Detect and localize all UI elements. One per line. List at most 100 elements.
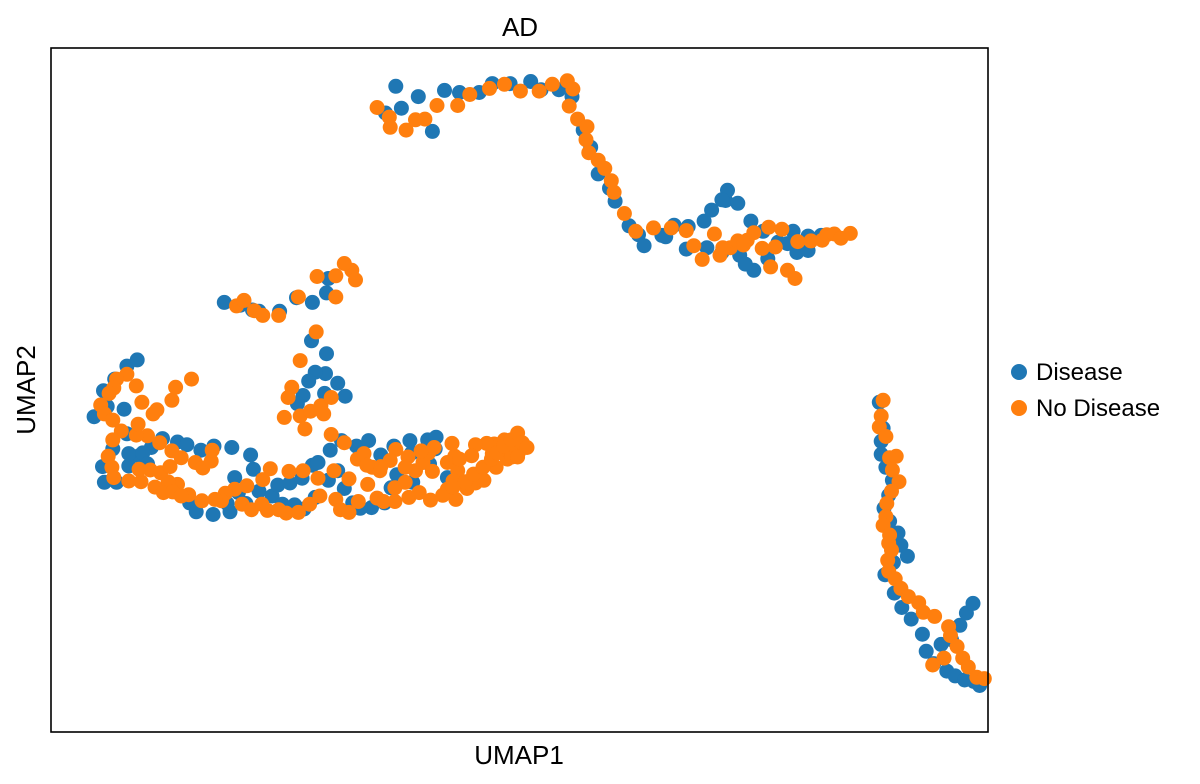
point-disease-4 <box>424 123 440 139</box>
point-no-disease-131 <box>207 491 223 507</box>
point-no-disease-161 <box>142 462 158 478</box>
point-disease-55 <box>304 294 320 310</box>
point-no-disease-75 <box>316 406 332 422</box>
point-disease-152 <box>914 626 930 642</box>
point-no-disease-58 <box>271 307 287 323</box>
point-no-disease-197 <box>519 440 535 455</box>
point-disease-84 <box>179 437 195 453</box>
point-no-disease-23 <box>603 173 619 189</box>
point-no-disease-8 <box>462 87 478 102</box>
point-no-disease-122 <box>310 470 326 486</box>
point-no-disease-141 <box>140 428 155 444</box>
point-no-disease-210 <box>878 429 894 444</box>
point-no-disease-69 <box>280 390 296 405</box>
point-no-disease-74 <box>323 390 339 405</box>
point-no-disease-185 <box>423 492 438 508</box>
point-no-disease-216 <box>879 496 895 511</box>
legend: Disease No Disease <box>1011 359 1160 422</box>
point-disease-164 <box>965 595 981 611</box>
point-no-disease-22 <box>597 160 613 176</box>
point-no-disease-139 <box>164 443 180 459</box>
point-no-disease-15 <box>565 81 581 97</box>
point-disease-3 <box>410 89 426 105</box>
point-no-disease-117 <box>373 459 389 475</box>
point-no-disease-198 <box>510 449 526 465</box>
point-no-disease-150 <box>101 385 117 401</box>
point-no-disease-182 <box>387 494 403 509</box>
series-disease <box>86 74 988 693</box>
point-no-disease-39 <box>790 234 806 250</box>
point-no-disease-127 <box>239 478 255 494</box>
point-no-disease-10 <box>497 76 512 92</box>
point-no-disease-40 <box>803 233 819 249</box>
point-no-disease-160 <box>131 461 147 477</box>
point-no-disease-2 <box>382 119 398 135</box>
point-no-disease-121 <box>326 463 342 479</box>
point-no-disease-13 <box>544 76 560 92</box>
point-no-disease-50 <box>787 271 803 286</box>
point-no-disease-132 <box>194 493 210 509</box>
point-no-disease-179 <box>350 494 366 509</box>
point-disease-151 <box>903 611 919 627</box>
point-no-disease-203 <box>149 402 165 418</box>
point-no-disease-57 <box>255 307 271 323</box>
point-no-disease-237 <box>936 650 952 666</box>
point-no-disease-64 <box>348 272 363 288</box>
point-no-disease-215 <box>884 483 899 499</box>
point-no-disease-0 <box>369 100 385 115</box>
point-disease-65 <box>330 375 346 391</box>
point-no-disease-78 <box>336 435 352 451</box>
point-disease-99 <box>310 455 326 470</box>
point-disease-93 <box>251 483 267 499</box>
point-disease-21 <box>636 238 652 254</box>
point-no-disease-206 <box>184 371 199 387</box>
point-disease-0 <box>388 78 404 94</box>
point-disease-61 <box>301 373 317 389</box>
point-no-disease-52 <box>735 237 751 253</box>
point-no-disease-234 <box>960 659 976 675</box>
point-no-disease-48 <box>763 259 779 275</box>
point-no-disease-47 <box>754 240 770 256</box>
point-no-disease-12 <box>531 83 547 99</box>
point-no-disease-173 <box>290 504 306 520</box>
point-disease-95 <box>270 477 286 493</box>
point-no-disease-93 <box>448 491 464 507</box>
point-no-disease-7 <box>450 98 466 113</box>
point-disease-127 <box>222 504 238 520</box>
point-disease-30 <box>730 195 746 211</box>
point-no-disease-51 <box>706 226 722 242</box>
point-no-disease-153 <box>105 412 121 428</box>
point-disease-162 <box>952 617 968 633</box>
legend-label-disease: Disease <box>1036 359 1123 386</box>
point-no-disease-84 <box>397 474 413 490</box>
point-no-disease-140 <box>152 435 168 451</box>
point-disease-88 <box>243 447 259 463</box>
point-disease-103 <box>361 433 377 449</box>
point-no-disease-172 <box>278 505 294 521</box>
point-no-disease-159 <box>121 473 137 489</box>
legend-marker-disease <box>1011 364 1027 380</box>
point-no-disease-186 <box>435 487 451 503</box>
plot-area-frame <box>50 47 989 733</box>
point-no-disease-145 <box>134 394 150 410</box>
point-disease-2 <box>393 100 409 116</box>
point-no-disease-45 <box>842 225 858 241</box>
point-no-disease-29 <box>678 223 694 239</box>
point-no-disease-124 <box>281 463 297 479</box>
point-no-disease-107 <box>464 448 480 464</box>
point-disease-48 <box>216 294 232 310</box>
point-no-disease-11 <box>512 83 528 99</box>
point-no-disease-184 <box>411 485 427 501</box>
point-disease-100 <box>322 442 338 458</box>
point-no-disease-66 <box>308 324 324 340</box>
point-disease-106 <box>402 433 418 449</box>
point-no-disease-181 <box>376 494 392 509</box>
point-disease-73 <box>116 401 132 417</box>
point-no-disease-31 <box>694 251 710 267</box>
point-no-disease-201 <box>203 453 219 469</box>
point-no-disease-19 <box>578 132 594 148</box>
point-no-disease-67 <box>292 353 308 369</box>
point-no-disease-174 <box>302 496 318 512</box>
point-no-disease-115 <box>397 459 413 475</box>
